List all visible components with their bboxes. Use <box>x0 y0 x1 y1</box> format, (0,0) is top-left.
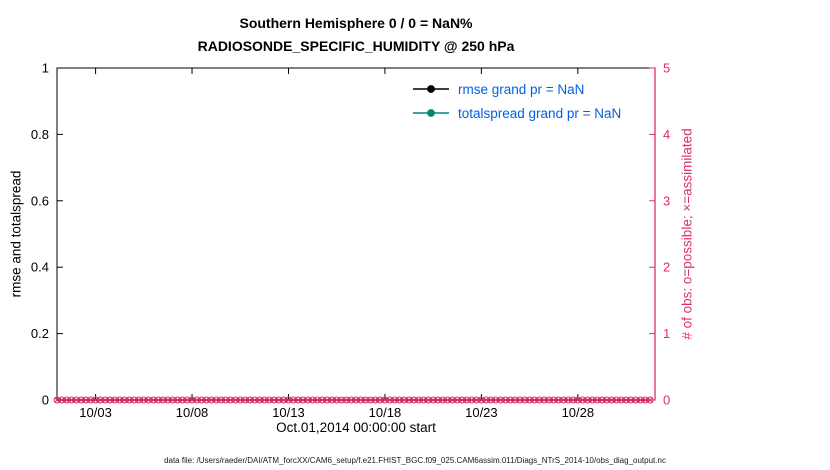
svg-text:4: 4 <box>663 127 670 142</box>
svg-text:10/18: 10/18 <box>369 405 402 420</box>
svg-text:10/08: 10/08 <box>176 405 209 420</box>
totalspread-line-swatch-icon <box>413 109 449 117</box>
svg-text:0.2: 0.2 <box>31 326 49 341</box>
svg-text:10/28: 10/28 <box>562 405 595 420</box>
svg-text:0.6: 0.6 <box>31 193 49 208</box>
svg-text:10/23: 10/23 <box>465 405 498 420</box>
svg-text:3: 3 <box>663 193 670 208</box>
svg-text:0: 0 <box>663 393 670 408</box>
x-axis-label: Oct.01,2014 00:00:00 start <box>276 420 436 435</box>
svg-text:10/13: 10/13 <box>272 405 305 420</box>
legend-item-totalspread: totalspread grand pr = NaN <box>412 101 621 125</box>
svg-text:1: 1 <box>42 61 49 76</box>
data-file-path: data file: /Users/raeder/DAI/ATM_forcXX/… <box>164 456 666 465</box>
legend-item-rmse: rmse grand pr = NaN <box>412 77 621 101</box>
svg-text:5: 5 <box>663 61 670 76</box>
left-y-axis-label: rmse and totalspread <box>8 170 24 298</box>
svg-text:0: 0 <box>42 393 49 408</box>
right-y-axis-label: # of obs: o=possible; ×=assimilated <box>679 128 695 340</box>
title-line-1: Southern Hemisphere 0 / 0 = NaN% <box>239 15 473 31</box>
legend-label-totalspread: totalspread grand pr = NaN <box>458 105 622 121</box>
svg-text:10/03: 10/03 <box>79 405 112 420</box>
title-line-2: RADIOSONDE_SPECIFIC_HUMIDITY @ 250 hPa <box>197 38 515 54</box>
chart-title: Southern Hemisphere 0 / 0 = NaN% RADIOSO… <box>57 12 655 58</box>
legend-label-rmse: rmse grand pr = NaN <box>458 81 585 97</box>
rmse-line-swatch-icon <box>413 85 449 93</box>
svg-text:1: 1 <box>663 326 670 341</box>
svg-text:0.8: 0.8 <box>31 127 49 142</box>
svg-text:0.4: 0.4 <box>31 260 49 275</box>
legend: rmse grand pr = NaN totalspread grand pr… <box>412 77 621 125</box>
svg-text:2: 2 <box>663 260 670 275</box>
